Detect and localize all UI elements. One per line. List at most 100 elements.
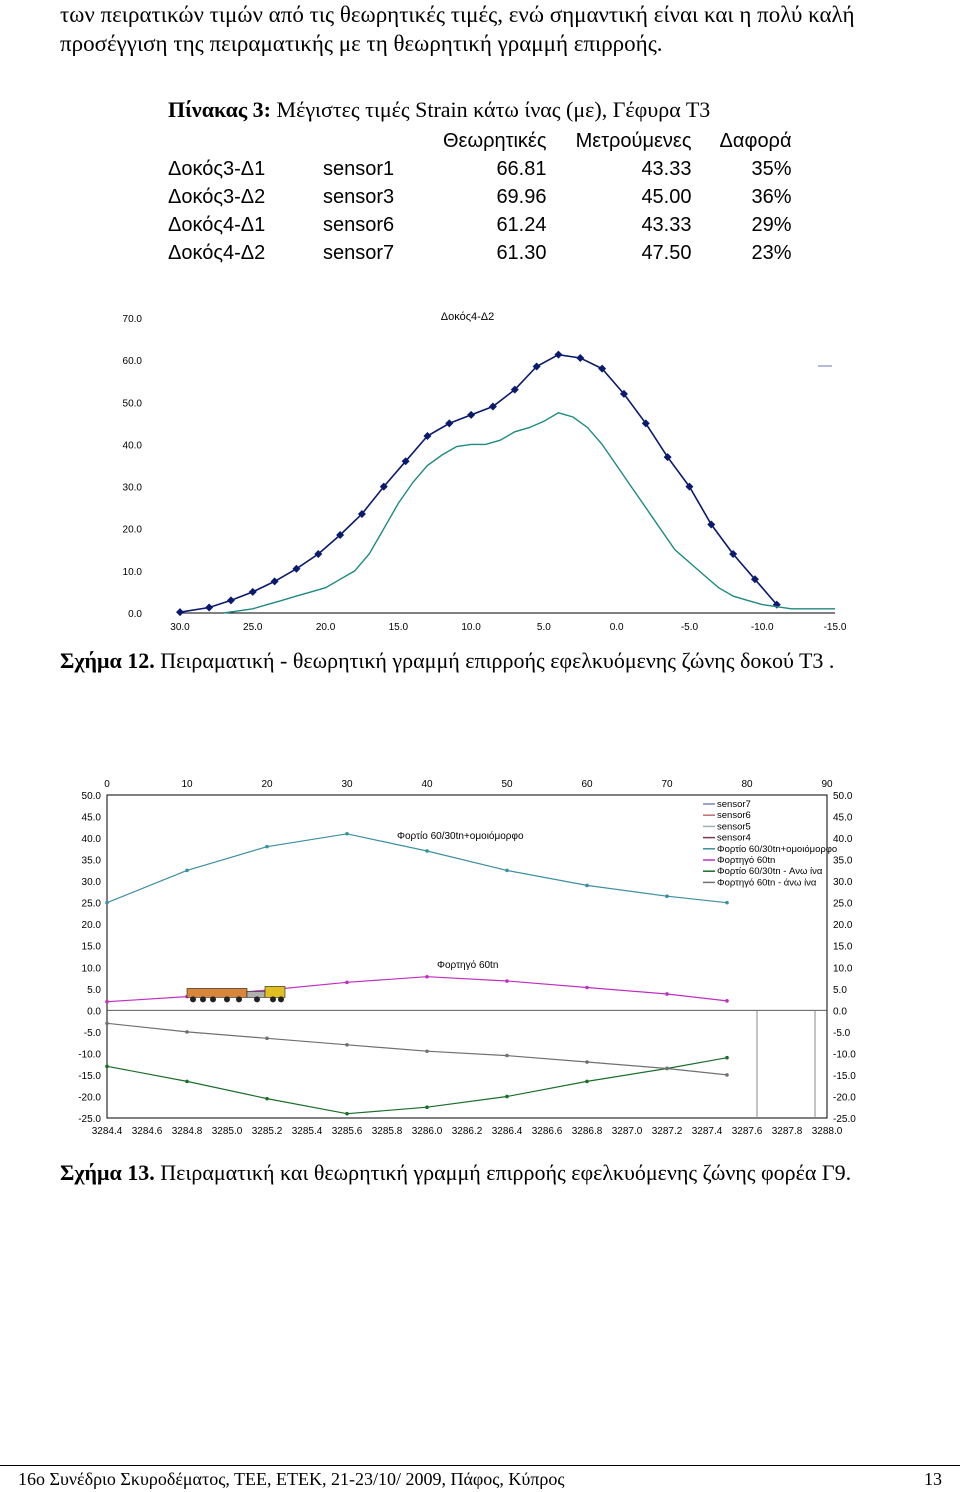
cell-sensor: sensor6	[323, 213, 395, 236]
y-tick-label-left: -15.0	[78, 1071, 101, 1082]
data-point	[663, 453, 672, 462]
y-tick-label-left: 5.0	[87, 985, 101, 996]
x-tick-label: 30.0	[170, 622, 190, 633]
y-tick-label-right: 50.0	[833, 791, 853, 802]
footer-conference: 16ο Συνέδριο Σκυροδέματος, ΤΕΕ, ΕΤΕΚ, 21…	[18, 1469, 565, 1489]
data-point	[401, 457, 410, 466]
data-point	[510, 385, 519, 394]
y-tick-label-right: -25.0	[833, 1114, 856, 1125]
bottom-x-tick-label: 3288.0	[812, 1126, 843, 1137]
figure-13-chart: 50.0 50.0 45.0 45.0 40.0 40.0 35.0 35.0 30.0 30.0…	[78, 779, 856, 1137]
truck-wheel-icon	[224, 996, 230, 1003]
figure-12-text: Πειραματική - θεωρητική γραμμή επιρροής …	[160, 648, 835, 673]
x-tick-label: 0.0	[610, 622, 624, 633]
data-point	[665, 1066, 669, 1071]
data-point	[176, 608, 184, 617]
cell-beam: Δοκός3-Δ2	[168, 185, 266, 208]
cell-measured: 47.50	[641, 241, 692, 264]
table-caption-text: Μέγιστες τιμές Strain κάτω ίνας (με), Γέ…	[276, 97, 711, 122]
truck-wheel-icon	[200, 996, 206, 1003]
series-line	[106, 1022, 728, 1076]
top-x-tick-label: 20	[261, 779, 273, 790]
bottom-x-tick-label: 3284.8	[172, 1126, 203, 1137]
y-tick-label-right: 15.0	[833, 942, 853, 953]
plot-frame	[106, 794, 828, 1119]
legend-label: Φορτίο 60/30tn - Ανω ίνα	[717, 866, 823, 877]
x-tick-label: 10.0	[461, 622, 481, 633]
x-tick-label: -10.0	[751, 622, 774, 633]
y-tick-label-left: 25.0	[82, 899, 102, 910]
x-tick-label: -5.0	[681, 622, 699, 633]
bottom-x-tick-label: 3286.6	[532, 1126, 563, 1137]
y-tick-label-left: 20.0	[82, 920, 102, 931]
top-x-tick-label: 10	[181, 779, 193, 790]
data-point	[641, 419, 650, 428]
y-tick-label-right: 25.0	[833, 899, 853, 910]
chart-title: Δοκός4-Δ2	[441, 311, 495, 323]
truck-wheel-icon	[270, 996, 276, 1003]
data-point	[105, 1021, 109, 1026]
strain-table: Θεωρητικές Μετρούμενες Δαφορά Δοκός3-Δ1 …	[168, 127, 792, 267]
data-point	[292, 564, 301, 573]
y-tick-label-right: 40.0	[833, 834, 853, 845]
data-point	[345, 980, 349, 985]
bottom-x-tick-label: 3287.8	[772, 1126, 803, 1137]
series-line	[179, 353, 778, 613]
truck-wheel-icon	[254, 996, 260, 1003]
legend-label: sensor7	[717, 799, 751, 810]
data-point	[357, 509, 366, 518]
legend-label: Φορτίο 60/30tn+ομοιόμορφο	[717, 844, 837, 855]
cell-beam: Δοκός4-Δ1	[168, 213, 266, 236]
y-tick-label: 10.0	[123, 567, 143, 578]
truck-wheel-icon	[190, 996, 196, 1003]
bottom-x-tick-label: 3285.0	[212, 1126, 243, 1137]
y-tick-label-left: 30.0	[82, 877, 102, 888]
data-point	[505, 868, 509, 873]
y-tick-label-right: 30.0	[833, 877, 853, 888]
cell-measured: 45.00	[641, 185, 692, 208]
figure-12-caption: Σχήμα 12. Πειραματική - θεωρητική γραμμή…	[60, 648, 834, 674]
y-tick-label-right: 10.0	[833, 963, 853, 974]
data-point	[665, 894, 669, 899]
legend-label: Φορτηγό 60tn	[717, 855, 775, 866]
data-point	[105, 1064, 109, 1069]
bottom-x-tick-label: 3287.4	[692, 1126, 723, 1137]
truck-coupling-icon	[246, 991, 266, 998]
data-point	[619, 389, 628, 398]
data-point	[685, 482, 694, 491]
y-tick-label-left: 35.0	[82, 856, 102, 867]
data-point	[425, 1049, 429, 1054]
data-point	[379, 482, 388, 491]
data-point	[226, 596, 235, 605]
data-point	[270, 577, 279, 586]
data-point	[105, 999, 109, 1004]
data-point	[185, 868, 189, 873]
col-header-diff: Δαφορά	[719, 129, 792, 152]
data-point	[248, 587, 257, 596]
y-tick-label-right: 20.0	[833, 920, 853, 931]
data-point	[598, 364, 607, 373]
x-tick-label: 15.0	[389, 622, 409, 633]
annotation-label: Φορτηγό 60tn	[437, 959, 498, 971]
cell-theoretical: 61.30	[496, 241, 547, 264]
annotation-label: Φορτίο 60/30tn+ομοιόμορφο	[397, 830, 524, 842]
bottom-x-tick-label: 3284.4	[92, 1126, 123, 1137]
y-tick-label-right: -20.0	[833, 1092, 856, 1103]
cell-measured: 43.33	[641, 213, 692, 236]
cell-beam: Δοκός4-Δ2	[168, 241, 266, 264]
top-x-tick-label: 50	[501, 779, 513, 790]
page-number: 13	[924, 1469, 942, 1489]
data-point	[488, 402, 497, 411]
data-point	[554, 350, 563, 359]
truck-cab-icon	[264, 986, 286, 998]
data-point	[729, 550, 738, 558]
x-tick-label: 5.0	[537, 622, 551, 633]
y-tick-label-right: 35.0	[833, 856, 853, 867]
bottom-x-tick-label: 3285.6	[332, 1126, 363, 1137]
legend-label: sensor4	[717, 833, 751, 844]
cell-measured: 43.33	[641, 157, 692, 180]
y-tick-label-right: 0.0	[833, 1006, 847, 1017]
x-tick-label: 25.0	[243, 622, 263, 633]
data-point	[336, 531, 345, 540]
x-tick-label: 20.0	[316, 622, 336, 633]
